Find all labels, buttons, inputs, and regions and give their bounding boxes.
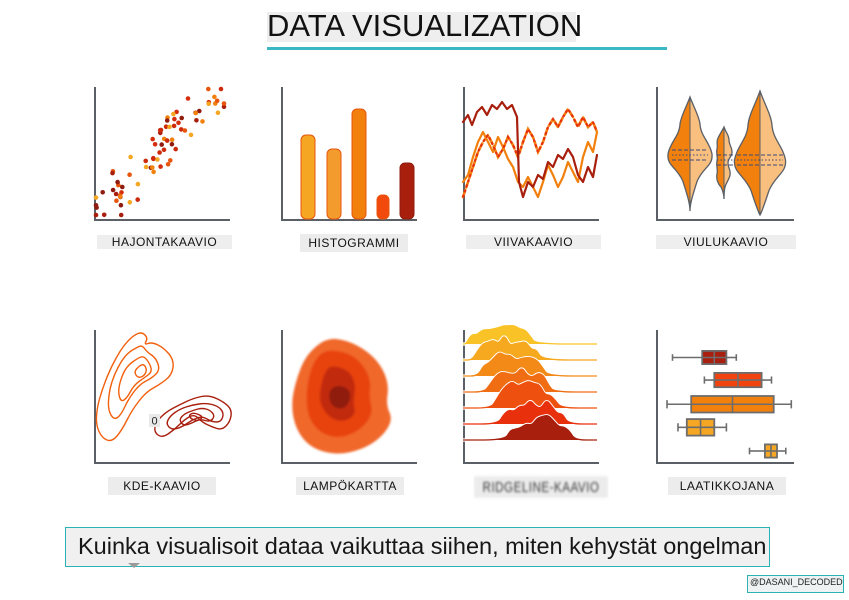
svg-text:0: 0 (151, 416, 157, 428)
